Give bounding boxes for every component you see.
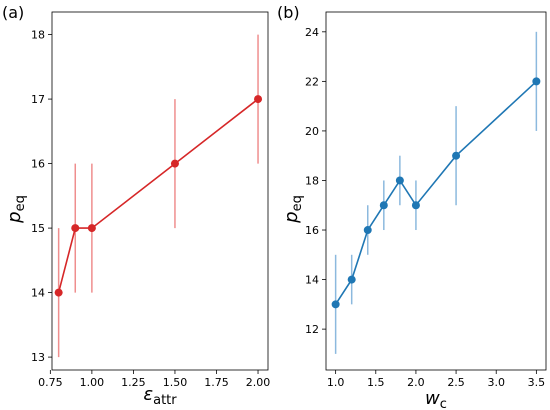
y-tick-label-a-2: 15 bbox=[31, 222, 45, 235]
x-axis-label-sub-a: attr bbox=[153, 393, 177, 408]
y-tick-label-b-6: 24 bbox=[305, 26, 319, 39]
panel-label-b: (b) bbox=[277, 3, 300, 22]
x-tick-label-b-1: 1.5 bbox=[367, 376, 385, 389]
x-axis-label-a: εattr bbox=[143, 384, 177, 408]
y-tick-label-b-0: 12 bbox=[305, 323, 319, 336]
y-tick-label-a-5: 18 bbox=[31, 29, 45, 42]
x-tick-label-b-4: 3.0 bbox=[487, 376, 505, 389]
chart-panel-a: (a) 0.75 1.00 1.25 1.50 1.75 2.00 13 14 15 16 17 18… bbox=[2, 3, 270, 408]
y-axis-label-main-a: p bbox=[4, 211, 25, 223]
x-axis-label-b: wc bbox=[425, 388, 447, 410]
data-point-a-2 bbox=[87, 224, 96, 233]
y-axis-label-a: peq bbox=[4, 195, 28, 224]
data-point-a-0 bbox=[54, 288, 63, 297]
y-tick-label-b-1: 14 bbox=[305, 274, 319, 287]
x-tick-label-a-1: 1.00 bbox=[80, 376, 105, 389]
x-tick-label-a-3: 1.50 bbox=[163, 376, 188, 389]
x-tick-label-b-0: 1.0 bbox=[327, 376, 345, 389]
x-tick-label-b-5: 3.5 bbox=[528, 376, 546, 389]
data-point-b-1 bbox=[347, 275, 356, 284]
y-tick-label-b-4: 20 bbox=[305, 125, 319, 138]
y-tick-label-b-3: 18 bbox=[305, 174, 319, 187]
y-axis-label-sub-b: eq bbox=[290, 195, 305, 211]
series-line-a bbox=[57, 98, 259, 293]
x-axis-label-main-a: ε bbox=[143, 384, 153, 405]
y-axis-label-b: peq bbox=[281, 195, 305, 224]
data-point-b-7 bbox=[532, 77, 541, 86]
data-point-b-3 bbox=[379, 201, 388, 210]
x-tick-label-a-5: 2.00 bbox=[246, 376, 271, 389]
y-tick-label-a-3: 16 bbox=[31, 158, 45, 171]
y-tick-label-b-5: 22 bbox=[305, 75, 319, 88]
plot-frame-b bbox=[325, 11, 547, 371]
series-line-b bbox=[334, 80, 537, 305]
x-tick-label-b-3: 2.5 bbox=[447, 376, 465, 389]
x-axis-label-main-b: w bbox=[425, 388, 440, 409]
x-tick-label-a-0: 0.75 bbox=[38, 376, 63, 389]
panel-label-a: (a) bbox=[2, 3, 24, 22]
y-tick-label-a-1: 14 bbox=[31, 287, 45, 300]
data-point-a-1 bbox=[71, 224, 80, 233]
data-point-b-2 bbox=[363, 226, 372, 235]
plot-frame-a bbox=[51, 11, 269, 371]
data-point-a-3 bbox=[170, 159, 179, 168]
y-axis-label-main-b: p bbox=[281, 211, 302, 223]
x-tick-label-b-2: 2.0 bbox=[407, 376, 425, 389]
data-point-a-4 bbox=[254, 95, 263, 104]
x-tick-label-a-4: 1.75 bbox=[204, 376, 229, 389]
data-point-b-4 bbox=[395, 176, 404, 185]
data-point-b-5 bbox=[411, 201, 420, 210]
x-tick-label-a-2: 1.25 bbox=[121, 376, 146, 389]
y-tick-label-b-2: 16 bbox=[305, 224, 319, 237]
y-axis-label-sub-a: eq bbox=[13, 195, 28, 211]
data-point-b-6 bbox=[452, 151, 461, 160]
data-point-b-0 bbox=[331, 300, 340, 309]
chart-panel-b: (b) 1.0 1.5 2.0 2.5 3.0 3.5 12 14 16 18 20 22 24 peq… bbox=[277, 3, 547, 410]
x-axis-label-sub-b: c bbox=[440, 397, 447, 410]
y-tick-label-a-4: 17 bbox=[31, 93, 45, 106]
y-tick-label-a-0: 13 bbox=[31, 351, 45, 364]
